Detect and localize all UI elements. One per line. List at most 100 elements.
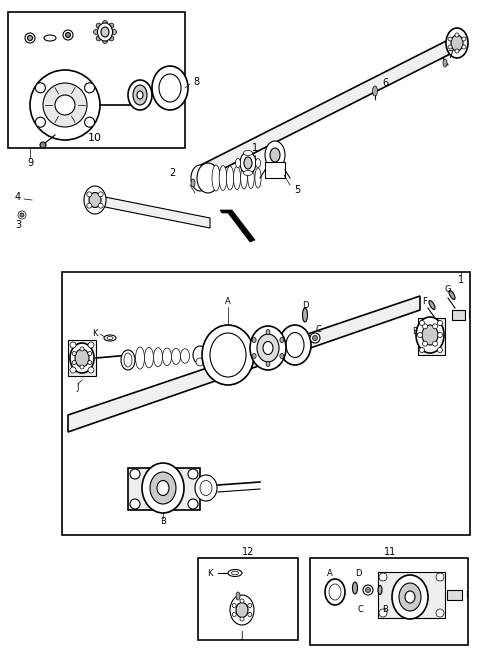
Ellipse shape <box>378 586 382 594</box>
Text: I: I <box>467 310 469 319</box>
Circle shape <box>87 192 92 197</box>
Text: I: I <box>465 590 467 600</box>
Circle shape <box>18 211 26 219</box>
Ellipse shape <box>226 166 234 190</box>
Circle shape <box>432 341 437 346</box>
Circle shape <box>418 333 422 337</box>
Polygon shape <box>220 210 255 242</box>
Polygon shape <box>8 12 185 148</box>
Circle shape <box>80 365 84 369</box>
Ellipse shape <box>70 343 94 373</box>
Circle shape <box>130 499 140 509</box>
Circle shape <box>63 30 73 40</box>
Ellipse shape <box>257 334 279 362</box>
Circle shape <box>232 613 236 617</box>
Text: 7: 7 <box>447 50 453 60</box>
Ellipse shape <box>180 349 190 363</box>
Polygon shape <box>195 35 458 183</box>
Text: C: C <box>315 325 321 335</box>
Ellipse shape <box>451 35 463 51</box>
Ellipse shape <box>210 333 246 377</box>
Text: J: J <box>241 632 243 640</box>
Polygon shape <box>452 310 465 320</box>
Ellipse shape <box>240 152 256 174</box>
Circle shape <box>379 609 387 617</box>
Text: F: F <box>422 298 427 306</box>
Circle shape <box>103 20 108 26</box>
Circle shape <box>111 30 117 35</box>
Circle shape <box>365 588 371 592</box>
Circle shape <box>70 342 76 348</box>
Ellipse shape <box>230 595 254 625</box>
Ellipse shape <box>446 28 468 58</box>
Ellipse shape <box>244 157 252 169</box>
Ellipse shape <box>429 300 435 310</box>
Ellipse shape <box>416 317 444 353</box>
Circle shape <box>109 23 114 28</box>
Ellipse shape <box>250 326 286 370</box>
Polygon shape <box>265 162 285 178</box>
Ellipse shape <box>219 165 227 190</box>
Circle shape <box>240 617 244 621</box>
Circle shape <box>462 37 466 41</box>
Circle shape <box>188 499 198 509</box>
Ellipse shape <box>236 592 240 600</box>
Circle shape <box>65 33 71 37</box>
Ellipse shape <box>231 571 239 575</box>
Circle shape <box>448 37 452 41</box>
Ellipse shape <box>157 480 169 495</box>
Circle shape <box>36 83 46 92</box>
Ellipse shape <box>270 148 280 162</box>
Polygon shape <box>378 572 445 618</box>
Circle shape <box>420 348 424 352</box>
Ellipse shape <box>255 168 261 188</box>
Circle shape <box>88 352 92 356</box>
Text: C: C <box>357 605 363 615</box>
Ellipse shape <box>243 150 252 155</box>
Text: 5: 5 <box>294 185 300 195</box>
Circle shape <box>30 70 100 140</box>
Circle shape <box>455 33 459 37</box>
Ellipse shape <box>202 325 254 385</box>
Ellipse shape <box>84 186 106 214</box>
Ellipse shape <box>236 159 240 167</box>
Circle shape <box>84 83 95 92</box>
Circle shape <box>98 203 103 208</box>
Circle shape <box>248 604 252 607</box>
Circle shape <box>420 321 424 325</box>
Text: G: G <box>445 285 451 295</box>
Circle shape <box>455 49 459 53</box>
Ellipse shape <box>200 480 212 495</box>
Circle shape <box>109 36 114 41</box>
Circle shape <box>130 469 140 479</box>
Text: E: E <box>412 327 418 337</box>
Ellipse shape <box>443 59 447 67</box>
Circle shape <box>80 347 84 351</box>
Text: D: D <box>355 569 361 579</box>
Ellipse shape <box>399 583 421 611</box>
Ellipse shape <box>252 354 256 358</box>
Ellipse shape <box>159 74 181 102</box>
Ellipse shape <box>191 165 209 191</box>
Ellipse shape <box>124 353 132 367</box>
Circle shape <box>437 321 443 325</box>
Ellipse shape <box>137 91 143 99</box>
Text: D: D <box>302 300 308 310</box>
Circle shape <box>70 367 76 373</box>
Ellipse shape <box>196 358 204 366</box>
Ellipse shape <box>392 575 428 619</box>
Ellipse shape <box>171 348 180 364</box>
Text: 3: 3 <box>15 220 21 230</box>
Circle shape <box>363 585 373 595</box>
Circle shape <box>436 573 444 581</box>
Ellipse shape <box>128 80 152 110</box>
Circle shape <box>94 30 98 35</box>
Ellipse shape <box>233 167 240 190</box>
Circle shape <box>188 469 198 479</box>
Ellipse shape <box>405 591 415 603</box>
Text: J: J <box>77 384 79 392</box>
Circle shape <box>88 361 92 365</box>
Text: K: K <box>93 329 98 337</box>
Circle shape <box>436 609 444 617</box>
Ellipse shape <box>266 361 270 367</box>
